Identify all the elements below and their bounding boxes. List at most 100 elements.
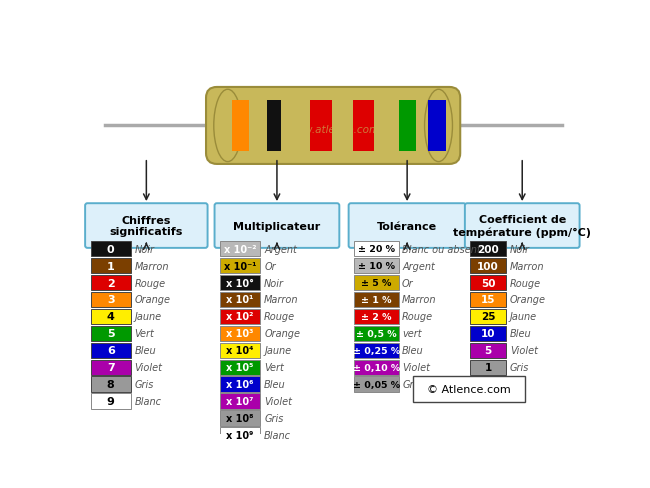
FancyBboxPatch shape [220,242,260,257]
Text: Orange: Orange [135,295,171,305]
FancyBboxPatch shape [471,360,506,375]
FancyBboxPatch shape [471,242,506,257]
FancyBboxPatch shape [348,204,465,248]
FancyBboxPatch shape [220,394,260,409]
FancyBboxPatch shape [354,360,399,375]
Text: Marron: Marron [510,261,544,271]
Text: Marron: Marron [135,261,169,271]
Text: Rouge: Rouge [135,278,166,288]
Text: 8: 8 [107,379,114,389]
FancyBboxPatch shape [354,275,399,291]
FancyBboxPatch shape [471,275,506,291]
Text: x 10⁶: x 10⁶ [226,379,254,389]
Text: Chiffres
significatifs: Chiffres significatifs [110,215,183,237]
FancyBboxPatch shape [354,292,399,307]
FancyBboxPatch shape [220,258,260,274]
Text: Gris: Gris [510,363,529,372]
Text: 3: 3 [107,295,114,305]
Text: 9: 9 [107,396,114,407]
Text: Or: Or [264,261,276,271]
FancyBboxPatch shape [471,258,506,274]
Text: x 10⁻¹: x 10⁻¹ [224,261,256,271]
Text: Orange: Orange [264,328,300,339]
Text: Rouge: Rouge [510,278,541,288]
FancyBboxPatch shape [354,258,399,274]
Text: Gris: Gris [402,379,421,389]
FancyBboxPatch shape [220,343,260,358]
FancyBboxPatch shape [354,343,399,358]
FancyBboxPatch shape [352,101,374,152]
Text: Bleu: Bleu [264,379,286,389]
FancyBboxPatch shape [220,326,260,341]
FancyBboxPatch shape [310,101,332,152]
Text: 25: 25 [481,312,495,322]
Text: x 10⁸: x 10⁸ [226,413,254,423]
Text: ± 20 %: ± 20 % [358,244,395,254]
FancyBboxPatch shape [90,377,131,392]
Text: ± 2 %: ± 2 % [361,312,392,321]
Ellipse shape [424,90,452,163]
Text: Multiplicateur: Multiplicateur [233,221,320,231]
Text: Argent: Argent [264,244,297,254]
FancyBboxPatch shape [90,309,131,325]
Text: x 10⁻²: x 10⁻² [224,244,256,254]
Text: Blanc: Blanc [264,430,291,440]
FancyBboxPatch shape [413,376,525,402]
Text: x 10°: x 10° [226,278,254,288]
FancyBboxPatch shape [428,101,445,152]
Text: Tolérance: Tolérance [377,221,437,231]
FancyBboxPatch shape [465,204,580,248]
FancyBboxPatch shape [354,326,399,341]
Text: Violet: Violet [402,363,430,372]
FancyBboxPatch shape [90,258,131,274]
FancyBboxPatch shape [90,343,131,358]
Text: 4: 4 [107,312,114,322]
Text: 6: 6 [107,346,114,356]
FancyBboxPatch shape [90,360,131,375]
Text: 15: 15 [481,295,495,305]
Text: Rouge: Rouge [264,312,295,322]
Text: Jaune: Jaune [264,346,291,356]
Text: Rouge: Rouge [402,312,433,322]
Text: Vert: Vert [135,328,155,339]
Text: Coefficient de
température (ppm/°C): Coefficient de température (ppm/°C) [453,215,592,237]
Text: Gris: Gris [135,379,154,389]
Text: 1: 1 [107,261,114,271]
Text: Noir: Noir [264,278,284,288]
Text: vert: vert [402,328,422,339]
FancyBboxPatch shape [220,360,260,375]
Text: ± 0,25 %: ± 0,25 % [353,346,400,355]
FancyBboxPatch shape [90,394,131,409]
Text: 100: 100 [477,261,499,271]
FancyBboxPatch shape [214,204,339,248]
FancyBboxPatch shape [354,309,399,325]
Text: Bleu: Bleu [402,346,424,356]
Text: 50: 50 [481,278,495,288]
Text: Violet: Violet [264,396,292,407]
Text: x 10⁹: x 10⁹ [226,430,254,440]
Text: © Atlence.com: © Atlence.com [427,384,511,394]
Text: Bleu: Bleu [135,346,157,356]
FancyBboxPatch shape [220,427,260,443]
Text: Violet: Violet [135,363,162,372]
Text: Bleu: Bleu [510,328,532,339]
FancyBboxPatch shape [233,101,250,152]
Text: Noir: Noir [510,244,530,254]
Text: 10: 10 [481,328,495,339]
Text: Jaune: Jaune [135,312,162,322]
Text: x 10¹: x 10¹ [226,295,254,305]
Text: 7: 7 [107,363,114,372]
Text: Vert: Vert [264,363,284,372]
Text: x 10⁵: x 10⁵ [226,363,254,372]
FancyBboxPatch shape [471,309,506,325]
FancyBboxPatch shape [220,292,260,307]
FancyBboxPatch shape [220,309,260,325]
FancyBboxPatch shape [471,292,506,307]
Text: ± 0,05 %: ± 0,05 % [353,380,400,389]
Text: Argent: Argent [402,261,435,271]
FancyBboxPatch shape [206,88,460,164]
Text: 5: 5 [484,346,492,356]
Text: 0: 0 [107,244,114,254]
Text: 1: 1 [484,363,492,372]
Text: x 10⁴: x 10⁴ [226,346,254,356]
